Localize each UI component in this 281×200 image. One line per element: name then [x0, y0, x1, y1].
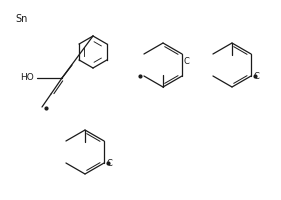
- Text: C: C: [106, 159, 112, 168]
- Text: Sn: Sn: [15, 14, 27, 24]
- Text: HO: HO: [20, 73, 34, 82]
- Text: C: C: [253, 72, 259, 81]
- Text: C: C: [183, 57, 189, 66]
